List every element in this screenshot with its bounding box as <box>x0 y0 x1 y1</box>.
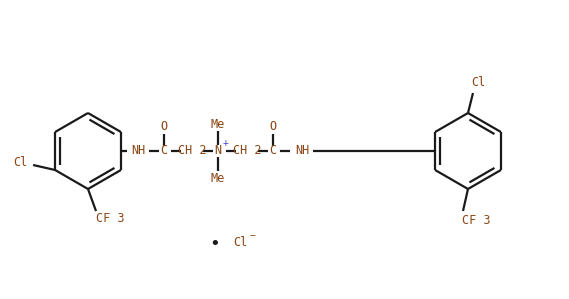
Text: Me: Me <box>211 118 225 130</box>
Text: Me: Me <box>211 172 225 184</box>
Text: CF 3: CF 3 <box>462 214 490 228</box>
Text: CF 3: CF 3 <box>96 213 124 225</box>
Text: +: + <box>223 138 229 148</box>
Text: N: N <box>215 144 221 158</box>
Text: CH 2: CH 2 <box>178 144 206 158</box>
Text: O: O <box>269 120 277 133</box>
Text: Cl: Cl <box>13 155 27 169</box>
Text: NH: NH <box>131 144 145 158</box>
Text: CH 2: CH 2 <box>233 144 261 158</box>
Text: Cl: Cl <box>233 236 247 248</box>
Text: •: • <box>209 235 220 253</box>
Text: −: − <box>250 231 256 241</box>
Text: Cl: Cl <box>471 77 485 89</box>
Text: C: C <box>160 144 167 158</box>
Text: O: O <box>160 120 167 133</box>
Text: C: C <box>269 144 277 158</box>
Text: NH: NH <box>295 144 309 158</box>
